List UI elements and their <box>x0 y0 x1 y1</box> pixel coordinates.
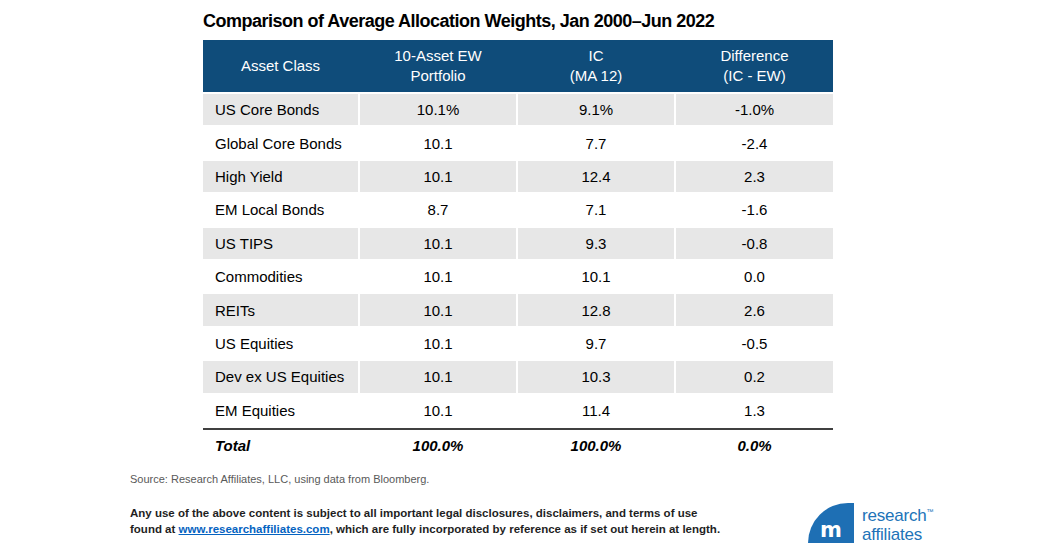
diff-cell: 0.2 <box>676 361 833 392</box>
table-row: US TIPS 10.1 9.3 -0.8 <box>203 228 833 261</box>
total-diff: 0.0% <box>676 437 833 454</box>
asset-class-cell: US Equities <box>203 328 358 359</box>
col-header-line: Difference <box>676 46 833 66</box>
diff-cell: -2.4 <box>676 127 833 158</box>
asset-class-cell: Global Core Bonds <box>203 127 358 158</box>
allocation-weights-table: Asset Class 10-Asset EW Portfolio IC (MA… <box>203 40 833 461</box>
researchaffiliates-link[interactable]: www.researchaffiliates.com <box>179 523 330 535</box>
diff-cell: -0.5 <box>676 328 833 359</box>
ic-cell: 7.1 <box>518 194 674 225</box>
ew-cell: 10.1 <box>360 261 516 292</box>
page-title: Comparison of Average Allocation Weights… <box>203 11 714 32</box>
ew-cell: 10.1 <box>360 328 516 359</box>
ic-cell: 9.3 <box>518 228 674 259</box>
col-header-ew-portfolio: 10-Asset EW Portfolio <box>360 46 516 86</box>
col-header-ic: IC (MA 12) <box>518 46 674 86</box>
col-header-line: (IC - EW) <box>676 66 833 86</box>
table-row: US Equities 10.1 9.7 -0.5 <box>203 328 833 361</box>
asset-class-cell: Dev ex US Equities <box>203 361 358 392</box>
total-ic: 100.0% <box>518 437 674 454</box>
table-row: REITs 10.1 12.8 2.6 <box>203 294 833 327</box>
asset-class-cell: Commodities <box>203 261 358 292</box>
ew-cell: 10.1% <box>360 94 516 125</box>
ra-monogram-icon: m <box>820 520 842 540</box>
col-header-line: Asset Class <box>203 56 358 76</box>
ic-cell: 9.7 <box>518 328 674 359</box>
asset-class-cell: REITs <box>203 294 358 325</box>
ew-cell: 10.1 <box>360 127 516 158</box>
diff-cell: -1.6 <box>676 194 833 225</box>
diff-cell: 2.6 <box>676 294 833 325</box>
table-row: Commodities 10.1 10.1 0.0 <box>203 261 833 294</box>
legal-text-part2: , which are fully incorporated by refere… <box>330 523 720 535</box>
asset-class-cell: EM Local Bonds <box>203 194 358 225</box>
source-note: Source: Research Affiliates, LLC, using … <box>130 473 429 485</box>
asset-class-cell: EM Equities <box>203 395 358 426</box>
col-header-line: IC <box>518 46 674 66</box>
diff-cell: -0.8 <box>676 228 833 259</box>
ic-cell: 9.1% <box>518 94 674 125</box>
ic-cell: 7.7 <box>518 127 674 158</box>
diff-cell: 2.3 <box>676 161 833 192</box>
table-row: EM Equities 10.1 11.4 1.3 <box>203 395 833 428</box>
diff-cell: 0.0 <box>676 261 833 292</box>
col-header-line: (MA 12) <box>518 66 674 86</box>
ic-cell: 10.3 <box>518 361 674 392</box>
asset-class-cell: High Yield <box>203 161 358 192</box>
ew-cell: 8.7 <box>360 194 516 225</box>
ew-cell: 10.1 <box>360 294 516 325</box>
table-row: Dev ex US Equities 10.1 10.3 0.2 <box>203 361 833 394</box>
table-row: EM Local Bonds 8.7 7.1 -1.6 <box>203 194 833 227</box>
logo-wordmark: research™ affiliates <box>862 502 933 544</box>
table-row: US Core Bonds 10.1% 9.1% -1.0% <box>203 94 833 127</box>
col-header-asset-class: Asset Class <box>203 56 358 76</box>
asset-class-cell: US TIPS <box>203 228 358 259</box>
ic-cell: 11.4 <box>518 395 674 426</box>
diff-cell: 1.3 <box>676 395 833 426</box>
diff-cell: -1.0% <box>676 94 833 125</box>
legal-disclaimer: Any use of the above content is subject … <box>130 505 730 537</box>
table-row: Global Core Bonds 10.1 7.7 -2.4 <box>203 127 833 160</box>
ew-cell: 10.1 <box>360 161 516 192</box>
ic-cell: 12.4 <box>518 161 674 192</box>
table-header-row: Asset Class 10-Asset EW Portfolio IC (MA… <box>203 40 833 94</box>
ic-cell: 10.1 <box>518 261 674 292</box>
table-total-row: Total 100.0% 100.0% 0.0% <box>203 428 833 461</box>
table-row: High Yield 10.1 12.4 2.3 <box>203 161 833 194</box>
col-header-line: 10-Asset EW <box>360 46 516 66</box>
asset-class-cell: US Core Bonds <box>203 94 358 125</box>
logo-word-affiliates: affiliates <box>862 525 922 544</box>
ew-cell: 10.1 <box>360 228 516 259</box>
logo-quarter-circle-icon: m <box>808 503 854 543</box>
page: Comparison of Average Allocation Weights… <box>0 0 1040 550</box>
ic-cell: 12.8 <box>518 294 674 325</box>
total-ew: 100.0% <box>360 437 516 454</box>
ew-cell: 10.1 <box>360 395 516 426</box>
total-label: Total <box>203 437 358 454</box>
trademark-symbol: ™ <box>927 508 934 515</box>
logo-word-research: research <box>862 506 927 525</box>
research-affiliates-logo: m research™ affiliates <box>808 501 928 545</box>
col-header-difference: Difference (IC - EW) <box>676 46 833 86</box>
ew-cell: 10.1 <box>360 361 516 392</box>
col-header-line: Portfolio <box>360 66 516 86</box>
